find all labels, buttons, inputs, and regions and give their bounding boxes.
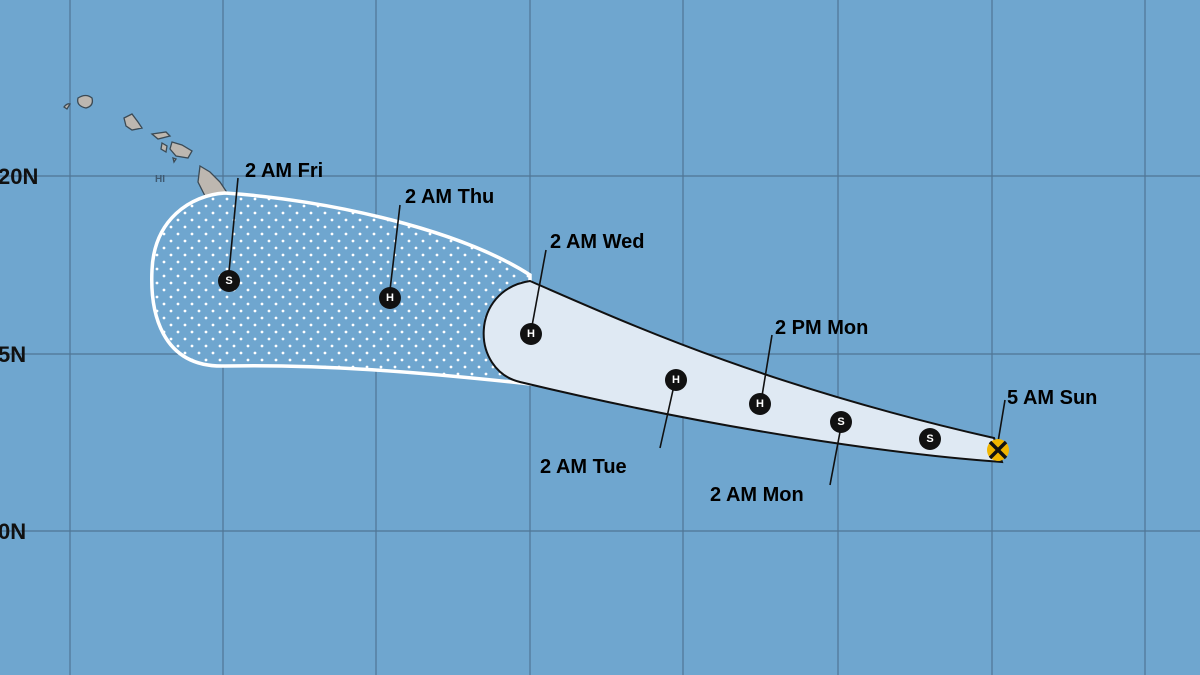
- storm-marker: S: [919, 428, 941, 450]
- time-label-2pm-mon: 2 PM Mon: [775, 317, 868, 339]
- hurricane-marker: H: [379, 287, 401, 309]
- time-label-2am-wed: 2 AM Wed: [550, 231, 644, 253]
- hurricane-marker: H: [749, 393, 771, 415]
- svg-text:S: S: [926, 433, 933, 445]
- time-label-2am-thu: 2 AM Thu: [405, 186, 494, 208]
- cone-days-4-5: [150, 191, 532, 386]
- hurricane-marker: H: [665, 369, 687, 391]
- cone-days-1-3: [482, 279, 1004, 464]
- state-label-hi: HI: [155, 174, 165, 185]
- lat-label-15n: 5N: [0, 342, 26, 367]
- lat-label-20n: 20N: [0, 164, 38, 189]
- storm-marker: S: [218, 270, 240, 292]
- lat-label-10n: 0N: [0, 519, 26, 544]
- time-label-2am-mon: 2 AM Mon: [710, 484, 804, 506]
- leader-lines: [228, 177, 1006, 486]
- time-label-2am-fri: 2 AM Fri: [245, 160, 323, 182]
- svg-text:H: H: [386, 292, 394, 304]
- svg-text:H: H: [672, 374, 680, 386]
- svg-text:H: H: [527, 328, 535, 340]
- svg-text:S: S: [837, 416, 844, 428]
- svg-text:H: H: [756, 398, 764, 410]
- time-label-2am-tue: 2 AM Tue: [540, 456, 627, 478]
- svg-text:S: S: [225, 275, 232, 287]
- time-label-5am-sun: 5 AM Sun: [1007, 387, 1097, 409]
- storm-marker: S: [830, 411, 852, 433]
- hurricane-marker: H: [520, 323, 542, 345]
- current-position-marker: [987, 439, 1009, 461]
